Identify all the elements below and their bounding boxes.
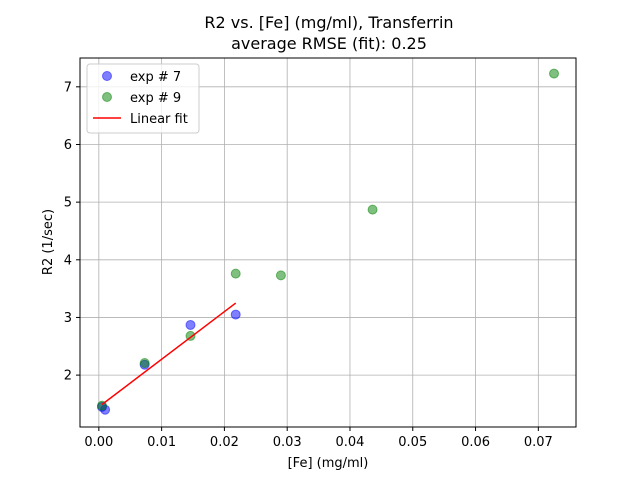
legend-marker-exp7 [102, 71, 112, 81]
x-tick-label: 0.07 [524, 435, 553, 450]
x-axis-label: [Fe] (mg/ml) [288, 456, 369, 471]
legend: exp # 7 exp # 9 Linear fit [86, 63, 200, 134]
chart-title-line2: average RMSE (fit): 0.25 [231, 34, 427, 53]
plot-marks [96, 68, 560, 415]
legend-label-linear-fit: Linear fit [130, 112, 188, 127]
x-tick-label: 0.01 [147, 435, 176, 450]
data-point-series-1 [367, 204, 378, 215]
axis-ticks: 0.00 0.01 0.02 0.03 0.04 0.05 0.06 0.07 2 3 4 5 6 7 [64, 80, 553, 450]
x-tick-label: 0.03 [273, 435, 302, 450]
x-tick-label: 0.05 [398, 435, 427, 450]
y-tick-label: 5 [64, 196, 72, 211]
data-point-series-1 [275, 270, 286, 281]
data-point-series-0 [230, 309, 241, 320]
data-point-series-1 [549, 68, 560, 79]
y-axis-label: R2 (1/sec) [41, 209, 56, 275]
x-tick-label: 0.06 [461, 435, 490, 450]
plot-frame [79, 57, 577, 428]
y-tick-label: 7 [64, 80, 72, 95]
data-point-series-0 [185, 319, 196, 330]
y-tick-label: 6 [64, 138, 72, 153]
fit-line [101, 302, 237, 406]
x-tick-label: 0.02 [210, 435, 239, 450]
grid-lines [80, 58, 576, 427]
y-tick-label: 3 [64, 311, 72, 326]
legend-box [86, 63, 200, 134]
data-point-series-1 [230, 268, 241, 279]
chart-title-line1: R2 vs. [Fe] (mg/ml), Transferrin [204, 13, 453, 32]
legend-label-exp7: exp # 7 [130, 70, 181, 85]
legend-label-exp9: exp # 9 [130, 91, 181, 106]
data-point-series-1 [139, 358, 150, 369]
y-tick-label: 2 [64, 369, 72, 384]
x-tick-label: 0.00 [84, 435, 113, 450]
legend-marker-exp9 [102, 92, 112, 102]
y-tick-label: 4 [64, 253, 72, 268]
x-tick-label: 0.04 [335, 435, 364, 450]
